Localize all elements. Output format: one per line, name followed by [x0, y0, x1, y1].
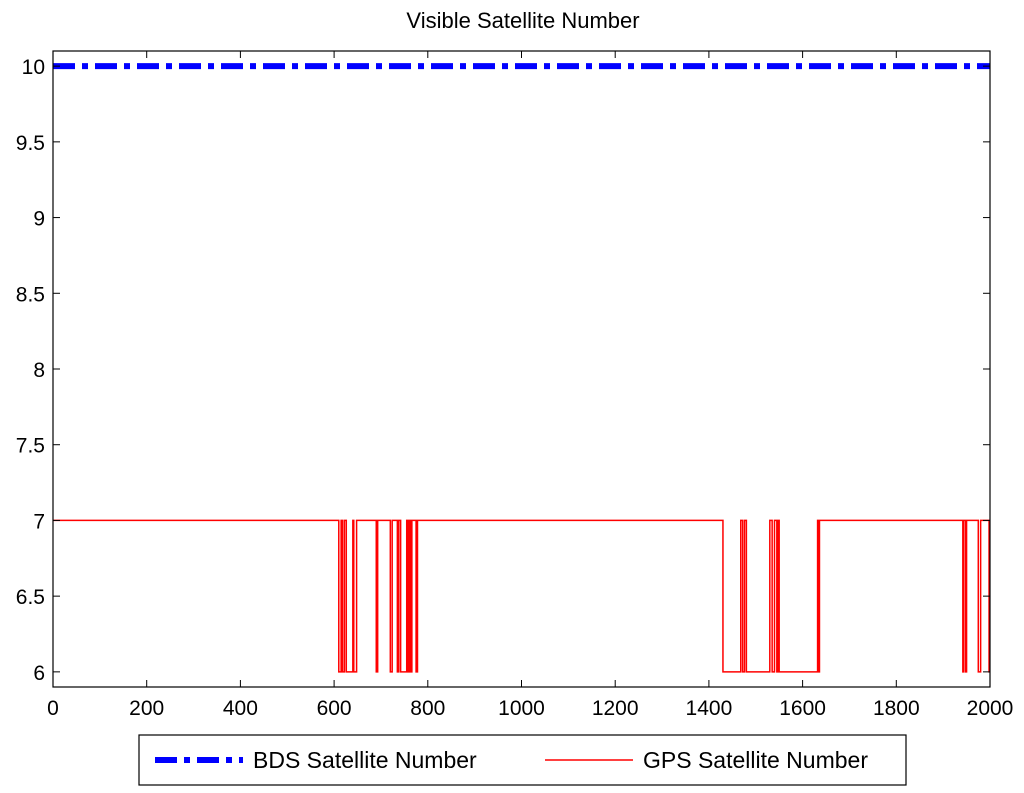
x-tick-label-6: 1200 [592, 697, 639, 720]
legend-label-bds: BDS Satellite Number [253, 747, 477, 773]
legend: BDS Satellite Number GPS Satellite Numbe… [138, 734, 907, 786]
x-tick-label-10: 2000 [967, 697, 1014, 720]
legend-box [138, 734, 907, 786]
x-tick-label-9: 1800 [873, 697, 920, 720]
y-tick-label-4: 8 [33, 359, 45, 382]
y-tick-label-0: 6 [33, 662, 45, 685]
plot-area-frame [52, 50, 991, 688]
axis-ticks: 0 200 400 600 800 1000 1200 1400 1600 1800 2000 6 6.… [16, 51, 1014, 720]
x-tick-label-5: 1000 [498, 697, 545, 720]
x-tick-label-0: 0 [47, 697, 59, 720]
y-tick-label-6: 9 [33, 208, 45, 231]
y-tick-label-7: 9.5 [16, 132, 45, 155]
series-layer [53, 63, 990, 673]
x-tick-label-7: 1400 [686, 697, 733, 720]
x-tick-label-8: 1600 [779, 697, 826, 720]
x-tick-label-1: 200 [129, 697, 164, 720]
y-tick-label-8: 10 [22, 56, 45, 79]
x-tick-label-4: 800 [410, 697, 445, 720]
y-tick-label-3: 7.5 [16, 435, 45, 458]
y-tick-label-1: 6.5 [16, 586, 45, 609]
chart-title: Visible Satellite Number [406, 8, 639, 33]
x-tick-label-2: 400 [223, 697, 258, 720]
legend-label-gps: GPS Satellite Number [643, 747, 868, 773]
x-tick-label-3: 600 [317, 697, 352, 720]
y-tick-label-2: 7 [33, 510, 45, 533]
y-tick-label-5: 8.5 [16, 283, 45, 306]
series-line-1 [53, 519, 990, 673]
